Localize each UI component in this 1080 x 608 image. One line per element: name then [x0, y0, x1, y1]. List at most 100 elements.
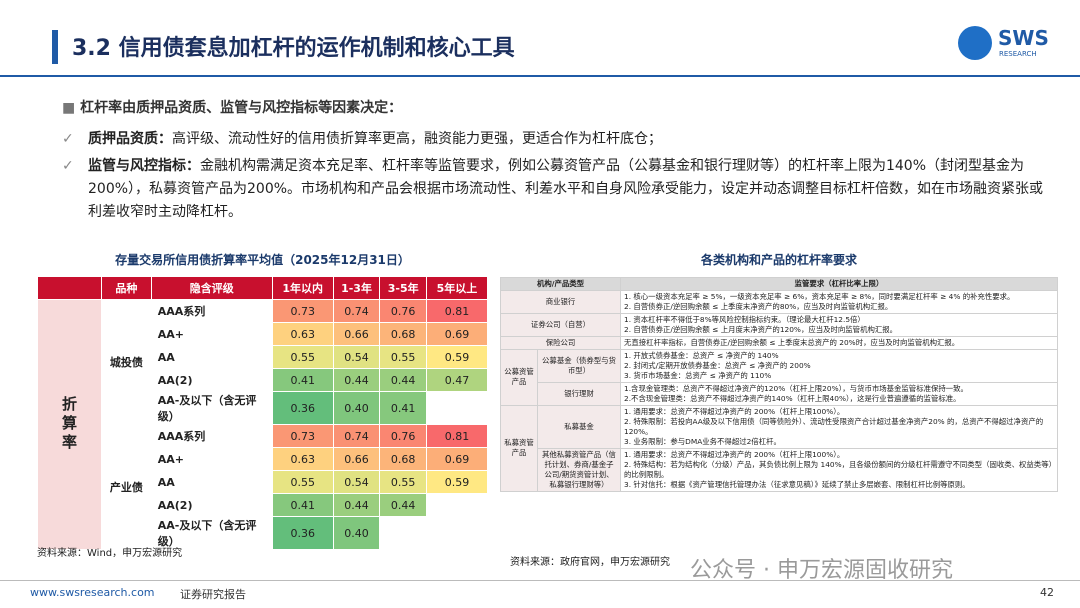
- value-cell: 0.41: [271, 493, 334, 517]
- data-row: 证券公司（自营） 1. 资本杠杆率不得低于8%等风险控制指标约束。（理论最大杠杆1…: [500, 312, 1058, 337]
- type-label: 保险公司: [500, 335, 621, 350]
- requirement-line: 3. 货币市场基金：总资产 ≤ 净资产的 110%: [624, 370, 772, 380]
- left-table-title: 存量交易所信用债折算率平均值（2025年12月31日）: [115, 253, 410, 267]
- value-cell: 0.76: [379, 299, 427, 323]
- requirement-line: 2. 自营债券正/逆回购余额 ≤ 上月度末净资产的120%，应当及时向监管机构汇…: [624, 324, 898, 334]
- data-row: 银行理财 1.含现金管理类：总资产不得超过净资产的120%（杠杆上限20%），与货…: [501, 381, 1058, 406]
- slide-title: 3.2 信用债套息加杠杆的运作机制和核心工具: [72, 36, 515, 61]
- value-cell: 0.55: [271, 345, 334, 369]
- bullet-label: 监管与风控指标：: [88, 158, 200, 174]
- value-cell: 0.59: [425, 470, 489, 494]
- requirement-line: 2. 特殊限制：若投向AA级及以下信用债（同等债险外）、流动性受限资产合计超过基…: [624, 416, 1044, 436]
- rating-label: AA+: [150, 447, 273, 471]
- requirement: 1. 开放式债券基金：总资产 ≤ 净资产的 140% 2. 封闭式/定期开放债券基…: [620, 348, 1058, 383]
- right-table-title: 各类机构和产品的杠杆率要求: [700, 253, 857, 267]
- type-label: 银行理财: [537, 381, 621, 406]
- watermark: 公众号 · 申万宏源固收研究: [690, 558, 953, 583]
- data-row: AA(2) 0.41 0.44 0.44 0.47: [38, 368, 489, 392]
- type-label: 证券公司（自营）: [500, 312, 621, 337]
- header-cell: 1年以内: [271, 276, 334, 300]
- header-cell: 5年以上: [425, 276, 489, 300]
- rating-label: AA: [150, 470, 273, 494]
- requirement-line: 1.含现金管理类：总资产不得超过净资产的120%（杠杆上限20%），与货币市场基…: [624, 383, 968, 393]
- type-label: 私募基金: [537, 404, 621, 449]
- value-cell: 0.69: [425, 447, 489, 471]
- empty-cell: [379, 516, 427, 550]
- group-label: 折算率: [37, 299, 102, 550]
- value-cell: 0.81: [425, 299, 489, 323]
- value-cell: 0.66: [332, 447, 381, 471]
- value-cell: 0.74: [332, 424, 381, 448]
- rating-label: AA(2): [150, 368, 273, 392]
- requirement-line: 2. 特殊结构：若为结构化（分级）产品，其负债比例上限为 140%，且各级份额间…: [624, 459, 1053, 479]
- group-label: 公募资管产品: [500, 348, 538, 406]
- bullet-text: 高评级、流动性好的信用债折算率更高，融资能力更强，更适合作为杠杆底仓；: [172, 131, 662, 147]
- data-row: 公募资管产品 公募基金（债券型与货币型） 1. 开放式债券基金：总资产 ≤ 净资产的…: [500, 348, 1058, 406]
- value-cell: 0.66: [332, 322, 381, 346]
- header-cell: 3-5年: [379, 276, 427, 300]
- right-source: 资料来源：政府官网，申万宏源研究: [510, 557, 670, 568]
- value-cell: 0.41: [271, 368, 334, 392]
- rating-label: AA-及以下（含无评级）: [150, 516, 273, 550]
- value-cell: 0.40: [332, 516, 381, 550]
- data-row: 其他私募资管产品（信托计划、券商/基金子公司/期货资管计划、私募银行理财等） 1.…: [501, 447, 1058, 492]
- value-cell: 0.36: [271, 516, 334, 550]
- data-row: AA-及以下（含无评级） 0.36 0.40 0.41: [38, 391, 489, 425]
- left-source: 资料来源：Wind，申万宏源研究: [37, 548, 183, 559]
- header-cell: [37, 276, 102, 300]
- bullet-item: ✓ 监管与风控指标：金融机构需满足资本充足率、杠杆率等监管要求，例如公募资管产品（…: [62, 155, 1052, 224]
- category-label: 城投债: [101, 299, 152, 425]
- footer-url: www.swsresearch.com: [30, 586, 155, 599]
- title-accent: [52, 30, 58, 64]
- value-cell: 0.54: [332, 345, 381, 369]
- requirement: 无直接杠杆率指标，自营债券正/逆回购余额 ≤ 上季度末总资产的 20%时，应当及…: [620, 335, 1058, 350]
- header-row: 机构/产品类型 监管要求（杠杆比率上限）: [500, 277, 1058, 291]
- rating-label: AA-及以下（含无评级）: [150, 391, 273, 425]
- value-cell: 0.54: [332, 470, 381, 494]
- check-mark: ✓: [62, 158, 74, 174]
- bullet-heading: 杠杆率由质押品资质、监管与风控指标等因素决定：: [80, 100, 403, 116]
- value-cell: 0.74: [332, 299, 381, 323]
- requirement-line: 2. 自营债券正/逆回购余额 ≤ 上季度末净资产的80%，应当及时向监管机构汇报…: [624, 301, 893, 311]
- page-number: 42: [1040, 586, 1054, 599]
- value-cell: 0.68: [379, 322, 427, 346]
- requirement-line: 1. 开放式债券基金：总资产 ≤ 净资产的 140%: [624, 350, 779, 360]
- type-label: 商业银行: [500, 289, 621, 314]
- requirement-line: 3. 针对信托：根据《资产管理信托管理办法（征求意见稿）》延续了禁止多层嵌套、限…: [624, 479, 970, 489]
- check-mark: ✓: [62, 131, 74, 147]
- empty-cell: [425, 391, 489, 425]
- value-cell: 0.44: [332, 368, 381, 392]
- bullet-list: ✓ 质押品资质：高评级、流动性好的信用债折算率更高，融资能力更强，更适合作为杠杆底…: [62, 128, 1052, 228]
- right-table: 机构/产品类型 监管要求（杠杆比率上限） 商业银行 1. 核心一级资本充足率 ≥ 5%…: [500, 277, 1058, 492]
- header-cell: 机构/产品类型: [500, 277, 621, 291]
- value-cell: 0.63: [271, 322, 334, 346]
- rating-label: AA(2): [150, 493, 273, 517]
- value-cell: 0.55: [379, 470, 427, 494]
- header-cell: 1-3年: [332, 276, 381, 300]
- data-row: 商业银行 1. 核心一级资本充足率 ≥ 5%，一级资本充足率 ≥ 6%，资本充足率…: [500, 289, 1058, 314]
- type-label: 其他私募资管产品（信托计划、券商/基金子公司/期货资管计划、私募银行理财等）: [537, 447, 621, 492]
- data-row: 折算率 城投债 AAA系列 0.73 0.74 0.76 0.81: [37, 299, 489, 550]
- logo-text: SWS: [998, 26, 1049, 50]
- requirement-line: 2.不含现金管理类：总资产不得超过净资产的140%（杠杆上限40%），这是行业普…: [624, 393, 961, 403]
- requirement-line: 1. 通用要求：总资产不得超过净资产的 200%（杠杆上限100%）。: [624, 406, 845, 416]
- type-label: 公募基金（债券型与货币型）: [537, 348, 621, 383]
- data-row: 保险公司 无直接杠杆率指标，自营债券正/逆回购余额 ≤ 上季度末总资产的 20%时…: [500, 335, 1058, 350]
- requirement-line: 1. 核心一级资本充足率 ≥ 5%，一级资本充足率 ≥ 6%，资本充足率 ≥ 8…: [624, 291, 1015, 301]
- value-cell: 0.76: [379, 424, 427, 448]
- value-cell: 0.44: [379, 493, 427, 517]
- logo-sub: RESEARCH: [999, 50, 1037, 58]
- bullet-text: 金融机构需满足资本充足率、杠杆率等监管要求，例如公募资管产品（公募基金和银行理财…: [88, 158, 1044, 220]
- value-cell: 0.41: [379, 391, 427, 425]
- data-row: AA(2) 0.41 0.44 0.44: [38, 493, 489, 517]
- value-cell: 0.63: [271, 447, 334, 471]
- requirement: 1. 核心一级资本充足率 ≥ 5%，一级资本充足率 ≥ 6%，资本充足率 ≥ 8…: [620, 289, 1058, 314]
- value-cell: 0.81: [425, 424, 489, 448]
- empty-cell: [425, 493, 489, 517]
- value-cell: 0.69: [425, 322, 489, 346]
- data-row: 私募资管产品 私募基金 1. 通用要求：总资产不得超过净资产的 200%（杠杆上限1…: [500, 404, 1058, 492]
- value-cell: 0.44: [379, 368, 427, 392]
- rating-label: AAA系列: [150, 299, 273, 323]
- requirement: 1. 资本杠杆率不得低于8%等风险控制指标约束。（理论最大杠杆12.5倍） 2. …: [620, 312, 1058, 337]
